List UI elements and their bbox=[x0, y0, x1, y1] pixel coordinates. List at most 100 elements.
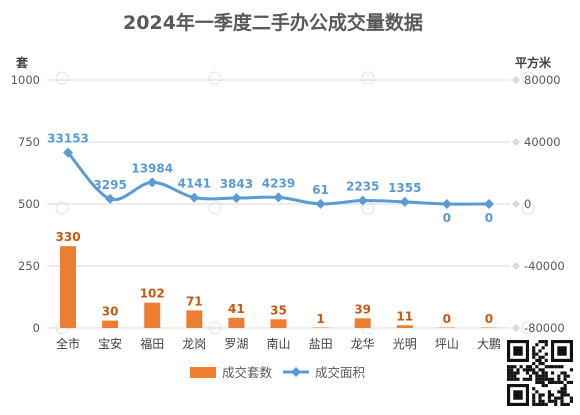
watermark-item bbox=[208, 71, 222, 85]
left-axis-unit: 套 bbox=[15, 55, 29, 70]
qr-finder-core bbox=[557, 346, 567, 356]
qr-module bbox=[544, 374, 548, 378]
watermark-item bbox=[208, 201, 222, 215]
qr-module bbox=[535, 343, 539, 347]
qr-module bbox=[566, 393, 570, 397]
qr-module bbox=[560, 399, 564, 403]
line-marker bbox=[483, 199, 494, 209]
bar-value-label: 71 bbox=[186, 294, 203, 308]
qr-module bbox=[541, 374, 545, 378]
qr-module bbox=[541, 340, 545, 344]
qr-module bbox=[507, 371, 511, 375]
qr-module bbox=[560, 365, 564, 369]
qr-module bbox=[538, 362, 542, 366]
qr-module bbox=[535, 377, 539, 381]
qr-module bbox=[544, 384, 548, 388]
qr-module bbox=[532, 399, 536, 403]
qr-module bbox=[532, 355, 536, 359]
right-tick-marker bbox=[512, 200, 520, 208]
qr-module bbox=[557, 377, 561, 381]
qr-module bbox=[513, 365, 517, 369]
line-value-label: 13984 bbox=[131, 161, 173, 175]
qr-module bbox=[544, 377, 548, 381]
bar-value-label: 35 bbox=[270, 303, 287, 317]
watermark-item bbox=[55, 71, 69, 85]
qr-module bbox=[563, 387, 567, 391]
qr-module bbox=[538, 377, 542, 381]
qr-module bbox=[538, 402, 542, 406]
qr-module bbox=[538, 349, 542, 353]
qr-code bbox=[505, 338, 575, 408]
qr-module bbox=[538, 358, 542, 362]
qr-module bbox=[538, 340, 542, 344]
line-value-label: 0 bbox=[443, 211, 451, 225]
watermark-logo-icon bbox=[521, 321, 535, 335]
category-label: 龙岗 bbox=[182, 337, 206, 351]
qr-module bbox=[535, 352, 539, 356]
watermark-item bbox=[521, 321, 535, 335]
legend-label-bar: 成交套数 bbox=[222, 365, 273, 380]
qr-module bbox=[541, 380, 545, 384]
watermark-item bbox=[208, 321, 222, 335]
bar-value-label: 102 bbox=[140, 287, 165, 301]
qr-module bbox=[507, 368, 511, 372]
qr-module bbox=[563, 393, 567, 397]
right-tick-marker bbox=[512, 138, 520, 146]
watermark-logo-icon bbox=[55, 201, 69, 215]
qr-module bbox=[547, 393, 551, 397]
bar bbox=[396, 325, 413, 328]
qr-module bbox=[532, 396, 536, 400]
qr-module bbox=[538, 396, 542, 400]
qr-module bbox=[538, 399, 542, 403]
qr-module bbox=[522, 377, 526, 381]
category-label: 南山 bbox=[266, 336, 290, 351]
qr-module bbox=[544, 340, 548, 344]
line-marker bbox=[315, 198, 326, 209]
qr-module bbox=[551, 393, 555, 397]
qr-module bbox=[563, 371, 567, 375]
qr-module bbox=[529, 368, 533, 372]
qr-module bbox=[560, 402, 564, 406]
qr-finder-core bbox=[513, 346, 523, 356]
qr-module bbox=[554, 380, 558, 384]
right-tick-label: 80000 bbox=[524, 73, 561, 87]
qr-module bbox=[535, 358, 539, 362]
legend-swatch-bar bbox=[190, 367, 216, 378]
bar bbox=[270, 319, 287, 328]
watermark-logo-icon bbox=[208, 321, 222, 335]
qr-module bbox=[507, 365, 511, 369]
right-tick-marker bbox=[512, 262, 520, 270]
qr-module bbox=[557, 396, 561, 400]
qr-module bbox=[566, 374, 570, 378]
qr-module bbox=[544, 371, 548, 375]
qr-module bbox=[538, 393, 542, 397]
line-marker bbox=[189, 192, 200, 203]
category-label: 全市 bbox=[56, 336, 80, 351]
qr-module bbox=[538, 368, 542, 372]
right-tick-label: -40000 bbox=[524, 259, 565, 273]
bar-value-label: 11 bbox=[396, 309, 413, 323]
line-value-label: 4141 bbox=[178, 177, 211, 191]
bar bbox=[144, 302, 161, 328]
qr-module bbox=[513, 374, 517, 378]
right-tick-marker bbox=[512, 76, 520, 84]
line-value-label: 2235 bbox=[346, 180, 379, 194]
qr-module bbox=[532, 362, 536, 366]
bar-value-label: 0 bbox=[485, 312, 493, 326]
bar-value-label: 1 bbox=[316, 312, 324, 326]
qr-module bbox=[566, 402, 570, 406]
qr-module bbox=[532, 387, 536, 391]
right-axis-unit: 平方米 bbox=[515, 55, 552, 70]
legend-marker-line bbox=[291, 367, 301, 377]
bar bbox=[480, 327, 497, 328]
qr-module bbox=[525, 371, 529, 375]
qr-module bbox=[544, 358, 548, 362]
qr-module bbox=[541, 371, 545, 375]
line-marker bbox=[147, 177, 158, 188]
qr-module bbox=[516, 368, 520, 372]
qr-module bbox=[513, 371, 517, 375]
qr-module bbox=[510, 374, 514, 378]
qr-module bbox=[516, 377, 520, 381]
